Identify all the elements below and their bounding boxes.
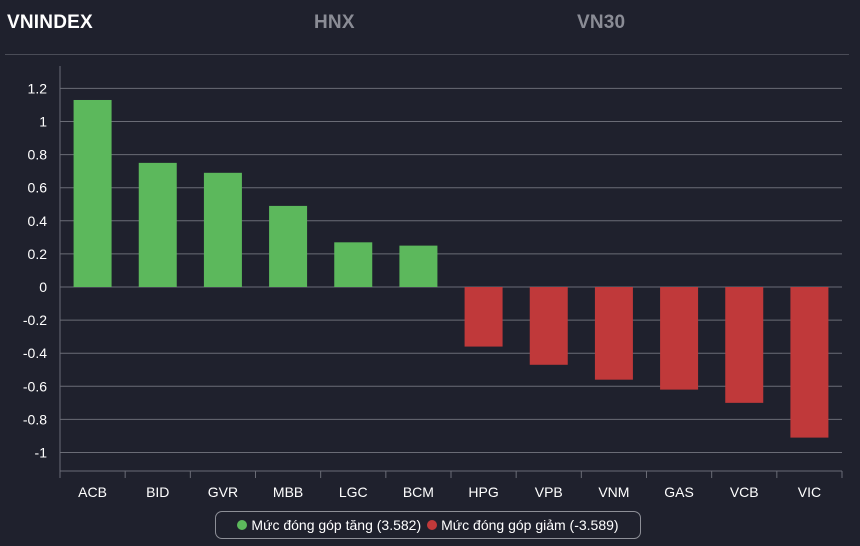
bar-vic xyxy=(790,287,829,438)
x-tick-label: GVR xyxy=(208,484,238,500)
bar-gas xyxy=(660,287,699,390)
y-tick-label: 0.4 xyxy=(28,213,48,229)
bar-gvr xyxy=(203,172,242,287)
y-tick-label: 1.2 xyxy=(28,80,48,96)
y-tick-label: -0.6 xyxy=(23,378,47,394)
chart-legend: Mức đóng góp tăng (3.582) Mức đóng góp g… xyxy=(215,511,641,539)
bar-lgc xyxy=(334,242,373,287)
y-tick-label: 0.8 xyxy=(28,147,48,163)
tab-divider xyxy=(5,54,849,55)
y-tick-label: 0 xyxy=(39,279,47,295)
x-tick-label: BID xyxy=(146,484,169,500)
legend-label-positive: Mức đóng góp tăng (3.582) xyxy=(251,517,422,533)
x-tick-label: LGC xyxy=(339,484,368,500)
x-tick-label: GAS xyxy=(664,484,694,500)
contribution-bar-chart: 1.2 1 0.8 0.6 0.4 0.2 0 -0.2 -0.4 -0.6 -0.8 -1 ACB BI… xyxy=(23,66,843,500)
positive-dot-icon xyxy=(237,520,248,530)
x-tick-label: HPG xyxy=(468,484,498,500)
bar-bcm xyxy=(399,245,438,287)
bar-hpg xyxy=(464,287,503,347)
bar-vnm xyxy=(594,287,633,380)
legend-item-positive[interactable]: Mức đóng góp tăng (3.582) xyxy=(237,517,421,533)
index-tabs: VNINDEX HNX VN30 xyxy=(0,0,860,48)
bar-vpb xyxy=(529,287,568,365)
bar-bid xyxy=(138,162,177,287)
x-tick-label: MBB xyxy=(273,484,303,500)
tab-vnindex[interactable]: VNINDEX xyxy=(7,12,93,33)
y-tick-label: -1 xyxy=(35,445,48,461)
tab-vn30[interactable]: VN30 xyxy=(577,12,626,33)
x-tick-label: VNM xyxy=(598,484,629,500)
x-tick-label: VPB xyxy=(535,484,563,500)
x-tick-label: VCB xyxy=(730,484,759,500)
y-tick-label: 0.2 xyxy=(28,246,48,262)
legend-label-negative: Mức đóng góp giảm (-3.589) xyxy=(441,517,619,533)
negative-dot-icon xyxy=(427,520,438,530)
x-tick-label: BCM xyxy=(403,484,434,500)
x-tick-label: VIC xyxy=(798,484,821,500)
y-tick-label: -0.4 xyxy=(23,345,47,361)
x-tick-label: ACB xyxy=(78,484,107,500)
tab-hnx[interactable]: HNX xyxy=(314,12,355,33)
y-tick-label: 1 xyxy=(39,114,47,130)
legend-item-negative[interactable]: Mức đóng góp giảm (-3.589) xyxy=(427,517,619,533)
bar-acb xyxy=(73,99,112,287)
y-tick-label: -0.2 xyxy=(23,312,47,328)
bar-vcb xyxy=(725,287,764,403)
bar-mbb xyxy=(269,205,308,287)
y-tick-label: -0.8 xyxy=(23,411,47,427)
y-tick-label: 0.6 xyxy=(28,180,48,196)
